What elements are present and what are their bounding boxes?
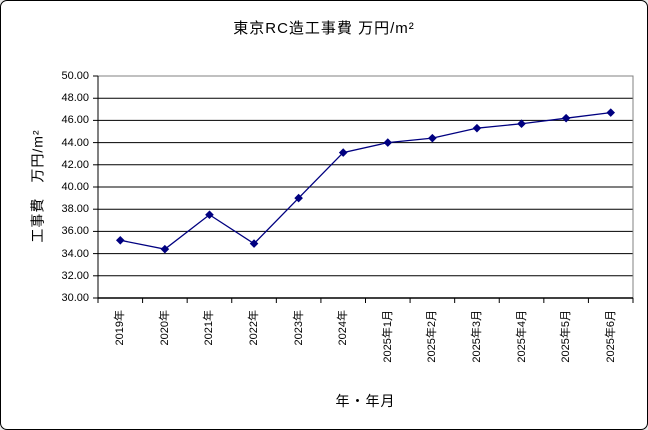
x-tick-label-text: 2025年6月 [604, 310, 617, 363]
data-point [338, 148, 348, 157]
x-tick-label: 2020年 [158, 307, 172, 345]
y-tick-label: 34.00 [61, 247, 89, 260]
data-point [249, 239, 259, 248]
data-point [517, 119, 526, 129]
x-tick-label: 2025年6月 [604, 307, 618, 363]
y-tick-label: 48.00 [61, 92, 89, 105]
x-tick-label: 2025年3月 [470, 307, 484, 363]
x-tick-label: 2022年 [247, 307, 261, 345]
data-point [115, 235, 125, 245]
y-tick-label: 32.00 [61, 269, 89, 282]
x-tick-label: 2025年5月 [559, 307, 573, 363]
x-tick-label-text: 2020年 [158, 310, 171, 346]
x-tick-label-text: 2024年 [337, 310, 350, 346]
x-tick-label: 2025年2月 [425, 307, 439, 363]
x-axis-title: 年・年月 [335, 393, 396, 409]
x-tick-label-text: 2021年 [203, 310, 216, 346]
data-point [561, 113, 571, 123]
x-tick-label-text: 2025年4月 [515, 310, 528, 363]
data-point [205, 210, 214, 220]
y-tick-label: 30.00 [61, 292, 89, 304]
y-tick-label: 50.00 [61, 70, 89, 82]
x-tick-label: 2019年 [113, 307, 127, 345]
x-tick-label-text: 2025年2月 [426, 310, 439, 363]
data-line [120, 111, 611, 250]
y-tick-label: 46.00 [61, 114, 89, 127]
y-tick-label: 36.00 [61, 225, 89, 238]
x-tick-label: 2025年4月 [515, 307, 529, 363]
y-tick-label: 38.00 [61, 203, 89, 216]
x-tick-label: 2023年 [292, 307, 306, 345]
x-tick-label-text: 2025年1月 [381, 310, 394, 363]
data-point [294, 193, 303, 203]
x-tick-label: 2021年 [202, 307, 216, 345]
x-tick-label-text: 2025年5月 [560, 310, 573, 363]
y-tick-label: 42.00 [61, 158, 89, 171]
x-tick-label-text: 2019年 [114, 310, 127, 346]
chart-title: 東京RC造工事費 万円/m² [233, 20, 415, 37]
data-point [428, 133, 437, 143]
x-tick-label: 2025年1月 [381, 307, 395, 363]
x-tick-label-text: 2025年3月 [470, 310, 483, 363]
x-tick-label-text: 2023年 [292, 310, 305, 346]
x-tick-label-text: 2022年 [248, 310, 261, 346]
data-point [472, 123, 482, 133]
data-point [606, 108, 616, 117]
x-tick-label: 2024年 [336, 307, 350, 345]
data-point [160, 244, 170, 254]
y-tick-label: 44.00 [61, 136, 89, 149]
y-tick-label: 40.00 [61, 181, 89, 193]
data-point [383, 138, 393, 147]
